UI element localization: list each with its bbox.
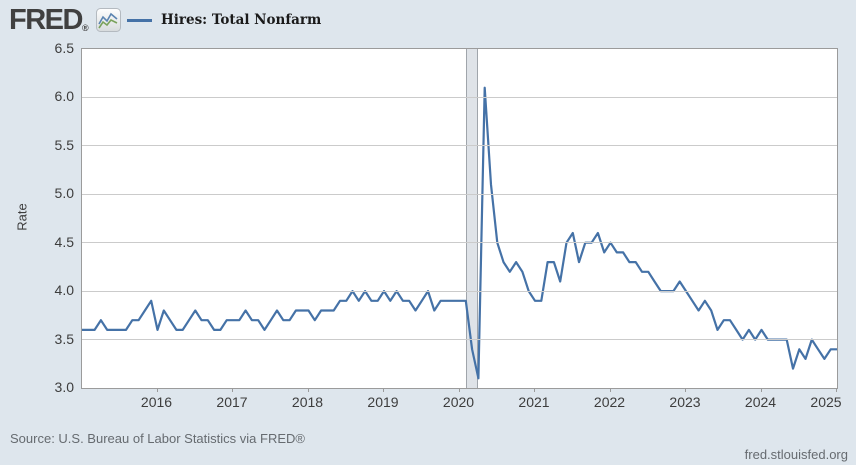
recession-band [465, 49, 479, 388]
y-tick-label: 6.0 [54, 88, 74, 105]
x-tick-label: 2020 [442, 394, 475, 410]
x-tick-label: 2016 [140, 394, 173, 410]
x-tick-mark [760, 388, 762, 392]
gridline [82, 339, 837, 341]
x-tick-mark [383, 388, 384, 392]
y-axis-title: Rate [14, 203, 30, 231]
series-line [82, 86, 837, 380]
y-tick-label: 5.0 [54, 185, 74, 202]
gridline [82, 96, 837, 98]
y-tick-label: 4.5 [54, 233, 74, 250]
x-tick-label: 2024 [744, 394, 777, 410]
series-line-svg [82, 86, 837, 380]
gridline [82, 145, 837, 147]
x-tick-label: 2023 [669, 394, 701, 410]
x-tick-mark [836, 388, 837, 392]
gridline [82, 242, 837, 244]
x-tick-mark [609, 388, 611, 392]
x-tick-mark [156, 388, 158, 392]
x-tick-mark [685, 388, 686, 392]
y-tick-label: 5.5 [54, 136, 74, 153]
x-tick-label: 2021 [518, 394, 550, 410]
footer-site-url: fred.stlouisfed.org [744, 447, 848, 462]
plot-area [81, 48, 838, 389]
x-tick-label: 2018 [291, 394, 324, 410]
x-tick-mark [534, 388, 535, 392]
y-tick-label: 3.0 [54, 379, 74, 395]
x-tick-label: 2025 [810, 394, 842, 410]
fred-logo-text: FRED [9, 4, 83, 36]
legend-label: Hires: Total Nonfarm [161, 12, 322, 28]
fred-logo: FRED® [9, 4, 89, 37]
footer-source: Source: U.S. Bureau of Labor Statistics … [10, 431, 305, 446]
x-tick-mark [232, 388, 233, 392]
fred-sparkline-icon [96, 8, 121, 32]
y-tick-label: 6.5 [54, 40, 74, 56]
gridline [82, 193, 837, 195]
x-tick-mark [458, 388, 460, 392]
registered-mark: ® [81, 23, 89, 33]
y-tick-label: 4.0 [54, 282, 74, 299]
x-tick-label: 2017 [216, 394, 248, 410]
legend-line-swatch [127, 19, 152, 22]
gridline [82, 290, 837, 292]
x-tick-label: 2022 [593, 394, 626, 410]
x-tick-mark [307, 388, 309, 392]
x-tick-label: 2019 [367, 394, 399, 410]
y-tick-label: 3.5 [54, 330, 74, 347]
